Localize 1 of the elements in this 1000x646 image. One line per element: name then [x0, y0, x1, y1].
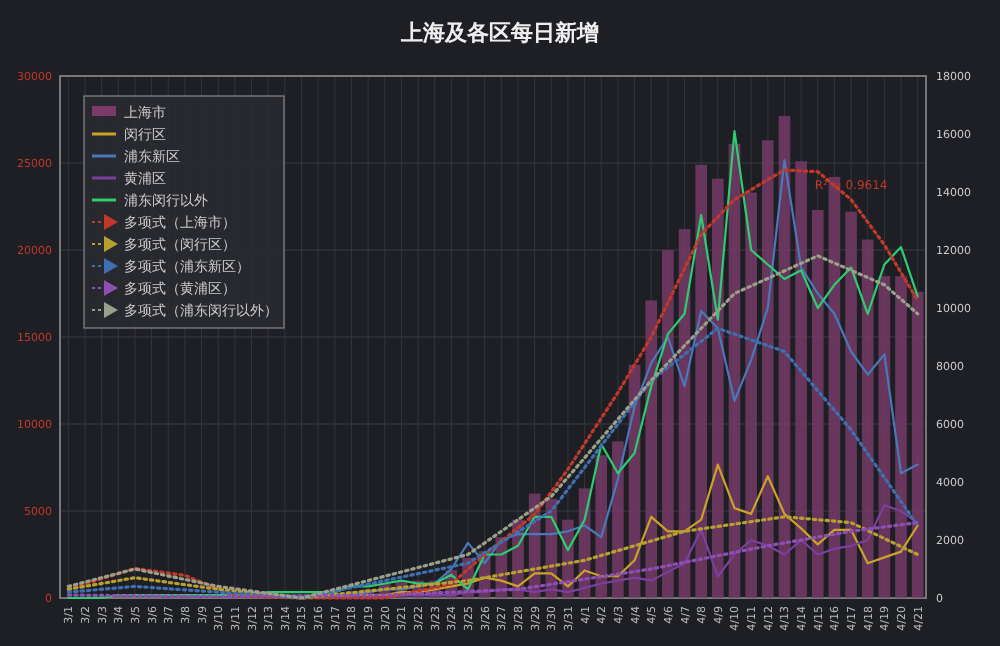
- chart-title: 上海及各区每日新增: [399, 20, 599, 46]
